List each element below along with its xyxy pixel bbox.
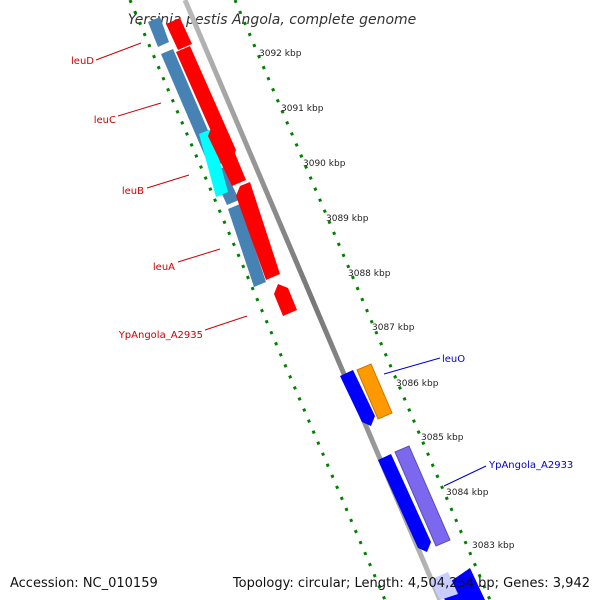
tick-label: 3091 kbp [281,104,324,114]
label-leader [117,102,162,117]
label-leader [177,248,221,263]
right-gene-labels: leuO YpAngola_A2933 [383,354,573,487]
cds-arrow-forward-2 [378,454,431,552]
tick-label: 3086 kbp [396,379,439,389]
highlight-feature [199,129,228,197]
gene-label-leuA: leuA [153,262,175,273]
cds-arrow-5 [274,284,297,316]
tick-label: 3087 kbp [372,323,415,333]
tick-label: 3088 kbp [348,269,391,279]
label-leader [204,315,248,331]
tick-label: 3089 kbp [326,214,369,224]
gene-feature-leuA [228,204,266,287]
gene-label-YpAngola_A2933: YpAngola_A2933 [488,460,573,471]
cds-arrow-3 [208,122,246,186]
topology-text: Topology: circular; Length: 4,504,254 bp… [232,576,590,591]
gene-label-leuO: leuO [442,354,465,365]
inner-tick-ring [128,0,387,600]
tick-label: 3092 kbp [259,49,302,59]
label-leader [95,42,142,61]
gene-feature-leuD [148,17,169,47]
left-gene-labels: leuD leuC leuB leuA YpAngola_A2935 [71,42,248,341]
cds-arrow-1 [166,18,192,50]
cds-arrow-4 [236,182,280,280]
gene-feature-leuO [356,363,393,420]
tick-label: 3084 kbp [446,488,489,498]
gene-label-leuB: leuB [122,186,144,197]
accession-text: Accession: NC_010159 [10,576,158,591]
kbp-ticks: 3092 kbp 3091 kbp 3090 kbp 3089 kbp 3088… [259,49,515,551]
tick-label: 3083 kbp [472,541,515,551]
outer-tick-ring [233,0,492,600]
tick-label: 3085 kbp [421,433,464,443]
gene-label-leuC: leuC [94,115,116,126]
label-leader [383,357,441,375]
label-leader [146,174,190,189]
cds-arrow-forward-1 [340,370,375,426]
gene-feature-light [430,572,458,600]
gene-label-leuD: leuD [71,56,94,67]
map-title: Yersinia pestis Angola, complete genome [128,12,417,28]
label-leader [443,465,487,487]
gene-label-YpAngola_A2935: YpAngola_A2935 [118,330,203,341]
gene-feature-YpAngola_A2933 [394,445,451,547]
tick-label: 3090 kbp [303,159,346,169]
